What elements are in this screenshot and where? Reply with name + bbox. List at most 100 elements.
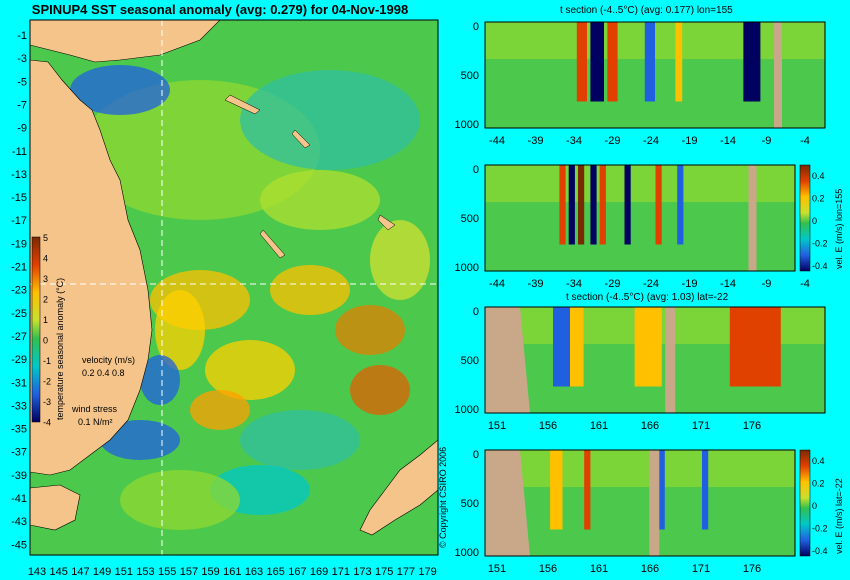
section-x-tick: 176 [743,420,761,432]
new-caledonia-land [259,229,286,259]
section-y-tick: 0 [473,21,479,33]
longitude-tick-label: 145 [50,566,68,578]
section-x-tick: 156 [539,563,557,575]
sst-colorbar-title: temperature seasonal anomaly (°C) [55,278,65,420]
sst-anomaly-patch [370,220,430,300]
section-panel-p1: 0 500 1000 -44 -39 -34 -29 -24 -19 -14 -9 -4 [455,21,826,147]
longitude-tick-label: 143 [28,566,46,578]
section-panel-p3: 0 500 1000 151 156 161 166 171 176 [455,306,826,432]
sst-anomaly-patch [140,355,180,405]
velocity-colorbar-tick: 0.4 [812,456,825,466]
sst-anomaly-patch [350,365,410,415]
section-anomaly-band [677,165,684,245]
section-anomaly-band [576,22,587,102]
sst-anomaly-patch [270,265,350,315]
section-panel-p4: 0 500 1000 151 156 161 166 171 176 0.4 0.2 0 -0.2 -0.… [455,449,844,575]
latitude-tick-label: -35 [11,424,27,436]
section-panels: 0 500 1000 -44 -39 -34 -29 -24 -19 -14 -9 -4 0 500 100… [455,21,844,575]
latitude-tick-label: -43 [11,516,27,528]
vanuatu-land [291,129,311,149]
section-x-tick: -34 [566,278,582,290]
section-x-tick: -24 [643,135,659,147]
section-x-tick: -9 [762,135,772,147]
longitude-tick-label: 161 [223,566,241,578]
section-x-tick: -44 [489,278,505,290]
section-panel-frame [484,449,796,557]
section-anomaly-band [607,22,618,102]
velocity-legend-title: velocity (m/s) [82,355,135,365]
velocity-colorbar [799,449,811,557]
sst-colorbar-tick: 4 [43,254,48,264]
copyright-text: © Copyright CSIRO 2006 [438,447,448,548]
tasmania-land [30,484,81,531]
longitude-tick-label: 157 [180,566,198,578]
latitude-tick-label: -1 [17,30,27,42]
velocity-colorbar-tick: -0.4 [812,546,828,556]
latitude-tick-label: -15 [11,192,27,204]
sst-anomaly-patch [100,420,180,460]
section-anomaly-band [675,22,683,102]
section-x-tick: 156 [539,420,557,432]
sst-colorbar-tick: -2 [43,377,51,387]
section-panel-p2: 0 500 1000 -44 -39 -34 -29 -24 -19 -14 -9 -4 0.4 0.2 0… [455,164,844,290]
section-x-tick: -34 [566,135,582,147]
sst-anomaly-patch [190,390,250,430]
section-x-tick: -9 [762,278,772,290]
longitude-tick-label: 179 [418,566,436,578]
sst-colorbar-tick: 0 [43,336,48,346]
section-x-tick: 161 [590,420,608,432]
latitude-tick-label: -37 [11,447,27,459]
latitude-tick-label: -33 [11,400,27,412]
latitude-tick-label: -9 [17,123,27,135]
new-guinea-land [30,20,221,63]
longitude-tick-label: 149 [93,566,111,578]
section-anomaly-band [550,450,563,530]
section-anomaly-band [655,450,665,530]
sst-anomaly-patch [240,70,420,170]
section-x-tick: -29 [605,278,621,290]
section-y-tick: 500 [461,355,479,367]
latitude-tick-labels: -1 -3 -5 -7 -9 -11 -13 -15 -17 -19 -21 -23 -25 -27 -29… [11,30,27,551]
latitude-tick-label: -45 [11,539,27,551]
section-anomaly-band [584,450,591,530]
section-anomaly-band [743,22,761,102]
section-x-tick: -14 [720,135,736,147]
section-y-tick: 500 [461,70,479,82]
section-y-tick: 1000 [455,404,479,416]
sst-colorbar-tick: -4 [43,418,51,428]
longitude-tick-label: 147 [71,566,89,578]
section-x-tick: -19 [682,135,698,147]
velocity-legend-values: 0.2 0.4 0.8 [82,368,125,378]
section-land-mask [649,450,660,556]
sst-anomaly-patch [205,340,295,400]
section-anomaly-band [590,22,604,102]
latitude-tick-label: -31 [11,377,27,389]
sst-anomaly-patch [70,65,170,115]
land-masses [30,20,438,536]
section-x-tick: -14 [720,278,736,290]
latitude-tick-label: -39 [11,470,27,482]
velocity-colorbar-tick: -0.2 [812,524,828,534]
latitude-tick-label: -19 [11,238,27,250]
fiji-land [377,214,396,231]
section-y-tick: 1000 [455,547,479,559]
longitude-tick-label: 167 [288,566,306,578]
sst-colorbar-tick: 3 [43,274,48,284]
sst-anomaly-patch [120,470,240,530]
section-x-tick: 171 [692,420,710,432]
section-x-tick: 166 [641,420,659,432]
sst-map [29,19,439,556]
sst-colorbar-tick: -3 [43,397,51,407]
section-upper-layer [485,450,795,488]
latitude-tick-label: -3 [17,53,27,65]
section-x-tick: -44 [489,135,505,147]
latitude-tick-label: -23 [11,285,27,297]
sst-colorbar: 5 4 3 2 1 0 -1 -2 -3 -4 temperature seasonal anom… [31,233,65,428]
section-x-tick: 151 [488,563,506,575]
sst-colorbar-gradient [31,236,41,423]
section-x-tick: -24 [643,278,659,290]
section-anomaly-band [599,165,606,245]
section-panel-frame [484,164,796,272]
latitude-tick-label: -27 [11,331,27,343]
